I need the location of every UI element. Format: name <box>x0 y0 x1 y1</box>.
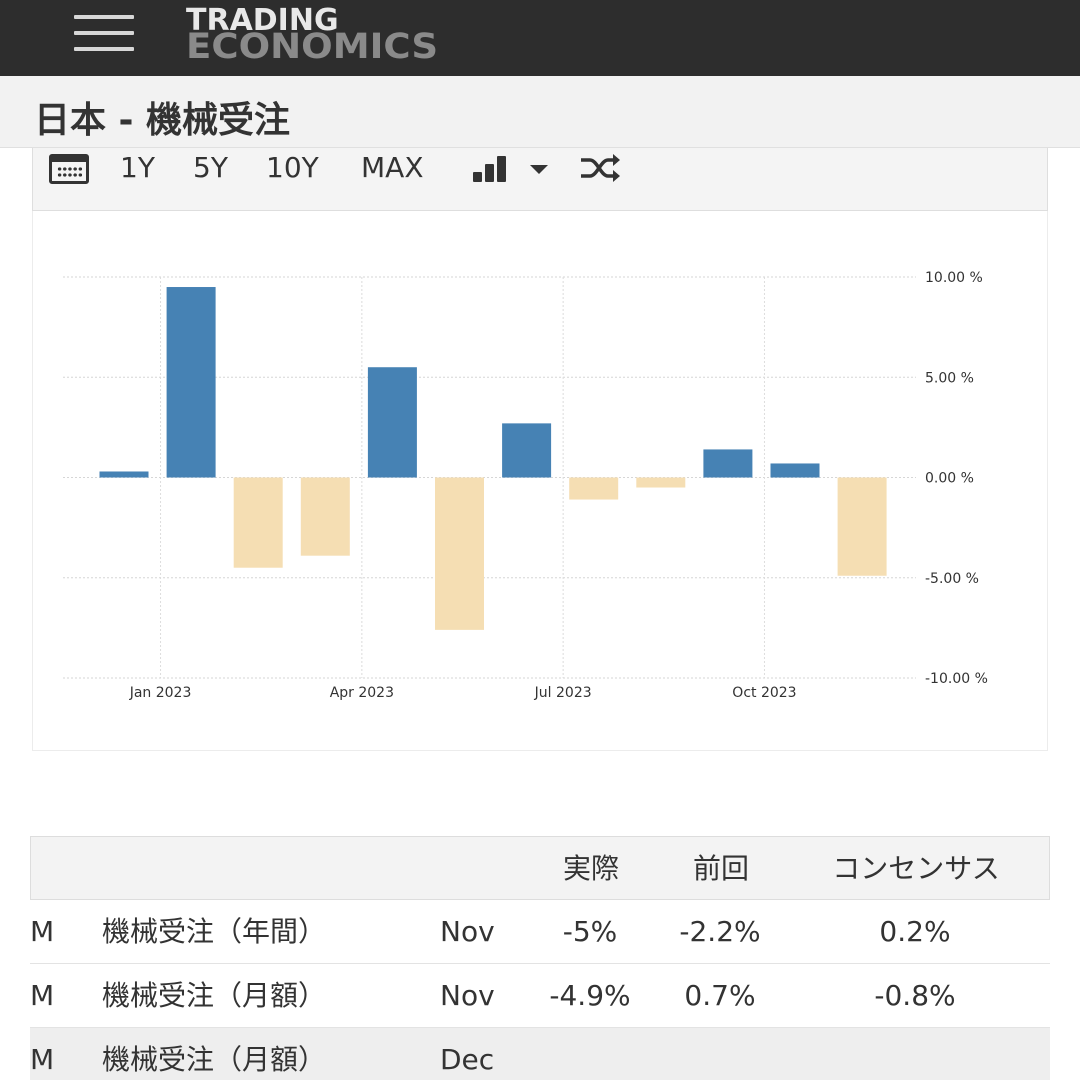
table-row[interactable]: M 機械受注（年間） Nov -5% -2.2% 0.2% <box>30 900 1050 964</box>
bar[interactable] <box>569 477 619 500</box>
header-actual: 実際 <box>562 852 619 885</box>
bar[interactable] <box>300 477 350 556</box>
x-tick-label: Oct 2023 <box>732 685 796 701</box>
table-row[interactable]: M 機械受注（月額） Nov -4.9% 0.7% -0.8% <box>30 964 1050 1028</box>
row-flag: M <box>30 979 55 1012</box>
y-tick-label: -10.00 % <box>925 671 988 687</box>
top-navigation-bar: TRADING ECONOMICS <box>0 0 1080 76</box>
row-actual: -5% <box>562 915 618 948</box>
title-bar: 日本 - 機械受注 <box>0 76 1080 148</box>
row-period: Dec <box>440 1043 495 1076</box>
table-header-row: 実際 前回 コンセンサス <box>30 836 1050 900</box>
page-title: 日本 - 機械受注 <box>34 100 291 141</box>
bar[interactable] <box>770 463 820 478</box>
row-flag: M <box>30 915 55 948</box>
range-1y-button[interactable]: 1Y <box>120 151 155 184</box>
y-tick-label: -5.00 % <box>925 571 979 587</box>
header-previous: 前回 <box>692 852 749 885</box>
row-previous: 0.7% <box>684 979 756 1012</box>
row-previous <box>660 1028 780 1080</box>
shuffle-icon[interactable] <box>579 153 623 183</box>
bar[interactable] <box>837 477 887 576</box>
row-actual: -4.9% <box>549 979 631 1012</box>
row-consensus: -0.8% <box>874 979 956 1012</box>
bar[interactable] <box>99 471 149 478</box>
chevron-down-icon[interactable] <box>530 165 548 174</box>
header-consensus: コンセンサス <box>832 852 1000 885</box>
row-period: Nov <box>440 979 495 1012</box>
chart-area: 10.00 % 5.00 % 0.00 % -5.00 % -10.00 % Jan 2… <box>32 211 1048 751</box>
x-tick-label: Jan 2023 <box>129 685 192 701</box>
bar[interactable] <box>703 449 753 478</box>
row-flag: M <box>30 1043 55 1076</box>
row-previous: -2.2% <box>679 915 761 948</box>
bar[interactable] <box>166 287 216 478</box>
row-name-link[interactable]: 機械受注（年間） <box>102 915 327 948</box>
logo[interactable]: TRADING ECONOMICS <box>186 3 438 65</box>
y-tick-label: 10.00 % <box>925 270 983 286</box>
row-consensus <box>800 1028 1030 1080</box>
row-actual <box>530 1028 650 1080</box>
indicator-table: 実際 前回 コンセンサス M 機械受注（年間） Nov -5% -2.2% 0.… <box>30 836 1050 1080</box>
bar[interactable] <box>636 477 686 488</box>
bar[interactable] <box>502 423 552 478</box>
logo-line-2: ECONOMICS <box>186 27 439 67</box>
x-tick-label: Apr 2023 <box>330 685 394 701</box>
logo-line-1: TRADING <box>186 3 339 38</box>
menu-icon[interactable] <box>74 15 136 53</box>
row-consensus: 0.2% <box>879 915 951 948</box>
row-name-link[interactable]: 機械受注（月額） <box>102 1043 327 1076</box>
chart-toolbar: 1Y 5Y 10Y MAX <box>32 148 1048 211</box>
y-tick-label: 0.00 % <box>925 471 974 487</box>
x-tick-label: Jul 2023 <box>534 685 592 701</box>
row-period: Nov <box>440 915 495 948</box>
bar-chart-icon[interactable] <box>473 156 509 182</box>
range-5y-button[interactable]: 5Y <box>193 151 228 184</box>
y-tick-label: 5.00 % <box>925 370 974 386</box>
range-10y-button[interactable]: 10Y <box>266 151 319 184</box>
bar[interactable] <box>435 477 484 630</box>
bar[interactable] <box>233 477 283 568</box>
calendar-icon[interactable] <box>49 154 89 184</box>
bar[interactable] <box>367 367 417 478</box>
table-row[interactable]: M 機械受注（月額） Dec <box>30 1028 1050 1080</box>
range-max-button[interactable]: MAX <box>361 151 424 184</box>
row-name-link[interactable]: 機械受注（月額） <box>102 979 327 1012</box>
